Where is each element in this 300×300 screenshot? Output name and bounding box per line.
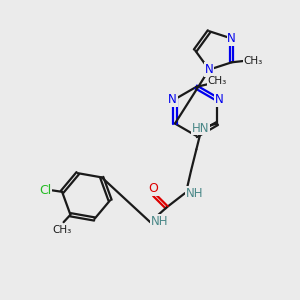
Text: HN: HN	[191, 122, 209, 134]
Text: N: N	[168, 93, 177, 106]
Text: Cl: Cl	[39, 184, 52, 197]
Text: NH: NH	[186, 187, 203, 200]
Text: CH₃: CH₃	[207, 76, 226, 86]
Text: N: N	[205, 63, 214, 76]
Text: N: N	[227, 32, 236, 45]
Text: CH₃: CH₃	[244, 56, 263, 66]
Text: N: N	[215, 93, 224, 106]
Text: NH: NH	[151, 215, 169, 228]
Text: CH₃: CH₃	[52, 225, 71, 235]
Text: O: O	[148, 182, 158, 195]
